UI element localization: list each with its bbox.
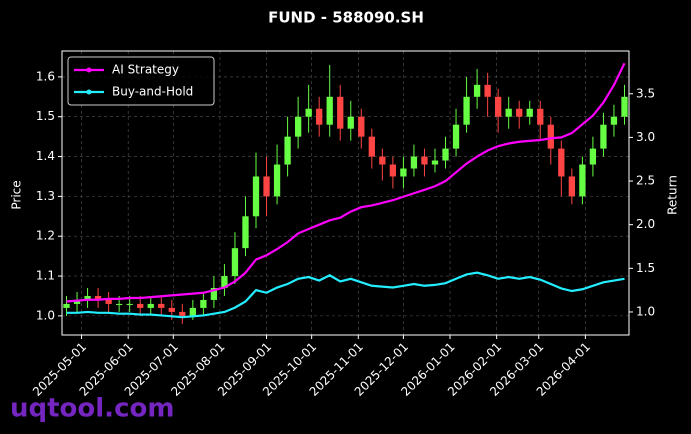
candle-body: [431, 160, 439, 165]
return-line: [66, 62, 626, 303]
candle-body: [263, 176, 270, 197]
y-tick-label: 1.0: [36, 308, 55, 322]
candle-body: [73, 299, 81, 304]
y-tick-label: 1.1: [36, 269, 55, 283]
candle-body: [326, 96, 333, 125]
candle-body: [126, 303, 133, 305]
candle-body: [579, 164, 586, 197]
candle-body: [137, 303, 144, 308]
candle-body: [495, 96, 502, 117]
legend-box: [67, 56, 215, 106]
y2-axis-label: Return: [666, 175, 680, 215]
candle-body: [621, 96, 628, 117]
candle-body: [505, 108, 512, 117]
y-tick-label: 1.2: [36, 229, 55, 243]
candle-body: [231, 248, 239, 277]
candle-body: [547, 124, 554, 149]
candle-body: [284, 136, 291, 165]
legend-marker: [86, 67, 92, 73]
candle-body: [347, 116, 354, 129]
candle-body: [589, 148, 597, 165]
candle-body: [442, 148, 449, 161]
y-tick-label: 1.5: [36, 109, 55, 123]
return-line: [66, 271, 625, 319]
candle-body: [568, 176, 575, 197]
y2-tick-label: 3.0: [636, 130, 655, 144]
candle-body: [379, 156, 386, 165]
candle-body: [158, 303, 165, 308]
candle-body: [210, 287, 218, 300]
candle-body: [463, 96, 470, 125]
candle-body: [516, 108, 523, 117]
candle-body: [526, 108, 533, 117]
candle-body: [116, 303, 123, 305]
candle-body: [168, 307, 175, 312]
candle-body: [537, 108, 544, 125]
candle-body: [221, 276, 228, 288]
candle-body: [358, 116, 365, 137]
candle-body: [410, 156, 418, 169]
y-tick-label: 1.3: [36, 189, 55, 203]
candle-body: [305, 108, 312, 117]
candle-body: [484, 84, 491, 97]
watermark: uqtool.com: [10, 394, 174, 424]
candle-body: [294, 116, 302, 137]
y2-tick-label: 2.5: [636, 174, 655, 188]
candle-body: [84, 295, 91, 300]
candle-body: [94, 295, 102, 300]
candle-body: [421, 156, 428, 165]
plot-frame: [61, 50, 630, 336]
candle-body: [610, 116, 618, 125]
candle-body: [179, 311, 186, 316]
candle-body: [368, 136, 375, 157]
candle-body: [337, 96, 344, 129]
y2-tick-label: 1.5: [636, 261, 655, 275]
legend-label: AI Strategy: [112, 63, 179, 77]
legend-marker: [86, 89, 92, 95]
legend-label: Buy-and-Hold: [112, 85, 193, 99]
candle-body: [252, 176, 260, 217]
candle-body: [200, 299, 207, 308]
candle-body: [600, 124, 607, 149]
y2-tick-label: 1.0: [636, 304, 655, 318]
candle-body: [452, 124, 460, 149]
y-tick-label: 1.4: [36, 149, 55, 163]
candle-body: [400, 168, 407, 177]
candle-body: [147, 303, 154, 308]
chart-title: FUND - 588090.SH: [268, 9, 424, 27]
y-axis-label: Price: [10, 180, 24, 209]
y2-tick-label: 2.0: [636, 217, 655, 231]
candle-body: [242, 216, 249, 249]
candle-body: [473, 84, 481, 97]
y-tick-label: 1.6: [36, 69, 55, 83]
candle-body: [63, 303, 70, 308]
candle-body: [558, 148, 565, 177]
candle-body: [105, 299, 112, 304]
candle-body: [189, 307, 196, 316]
candle-body: [389, 164, 397, 177]
candle-body: [273, 164, 281, 197]
candle-body: [316, 108, 323, 125]
y2-tick-label: 3.5: [636, 86, 655, 100]
